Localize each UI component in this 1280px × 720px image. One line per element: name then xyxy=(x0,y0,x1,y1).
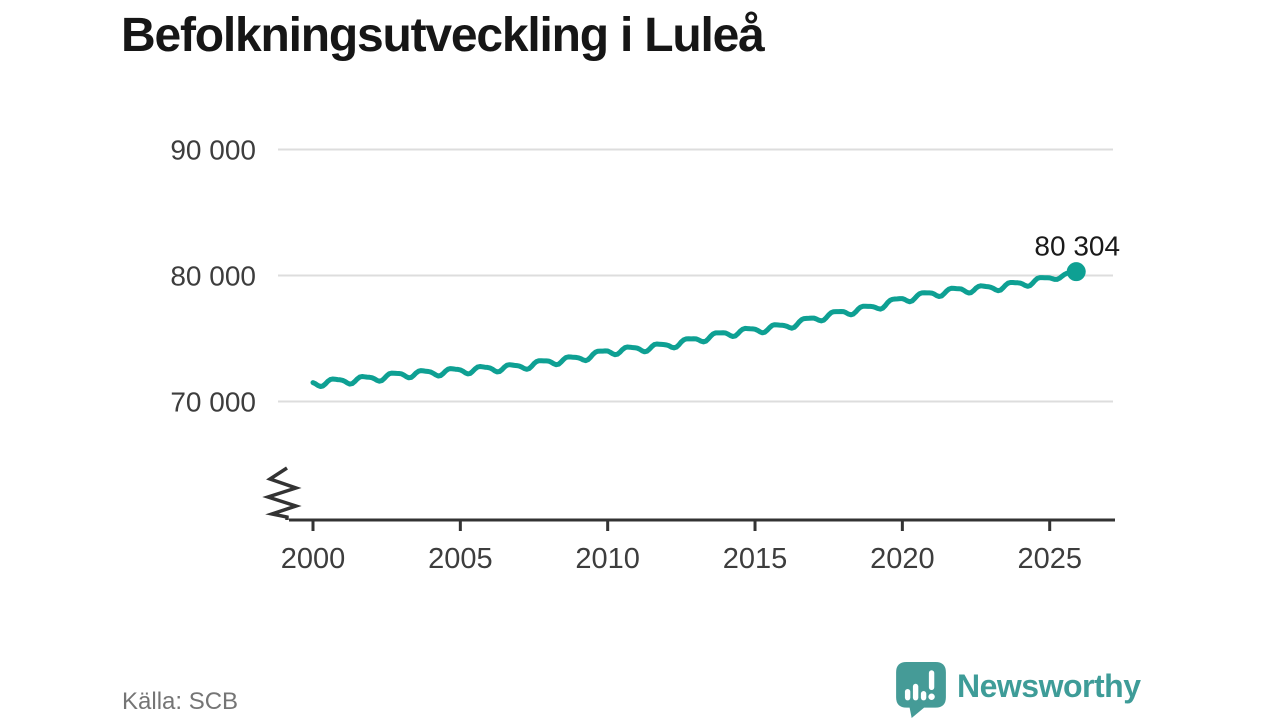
x-tick-label: 2015 xyxy=(723,543,788,575)
x-tick-label: 2025 xyxy=(1017,543,1082,575)
newsworthy-wordmark: Newsworthy xyxy=(957,667,1141,704)
axis-break-icon xyxy=(262,466,302,520)
logo-bar-3 xyxy=(920,691,927,701)
logo-bar-2 xyxy=(912,683,919,701)
logo-exclamation-dot xyxy=(928,693,935,700)
logo-bubble-shape xyxy=(896,662,946,718)
y-tick-label: 70 000 xyxy=(170,387,256,418)
newsworthy-branding[interactable]: Newsworthy xyxy=(896,662,1141,718)
logo-bar-1 xyxy=(904,688,911,701)
end-value-label: 80 304 xyxy=(1034,231,1120,262)
end-point-marker xyxy=(1066,262,1086,282)
population-series-line xyxy=(310,269,1079,389)
x-tick-label: 2000 xyxy=(281,543,346,575)
y-tick-label: 90 000 xyxy=(170,135,256,166)
source-note: Källa: SCB xyxy=(122,688,239,715)
logo-exclamation-bar xyxy=(928,670,935,690)
y-tick-label: 80 000 xyxy=(170,261,256,292)
x-tick-label: 2010 xyxy=(575,543,640,575)
x-tick-label: 2020 xyxy=(870,543,935,575)
chart-title: Befolkningsutveckling i Luleå xyxy=(121,9,765,62)
x-tick-label: 2005 xyxy=(428,543,493,575)
newsworthy-logo-icon xyxy=(896,662,946,718)
